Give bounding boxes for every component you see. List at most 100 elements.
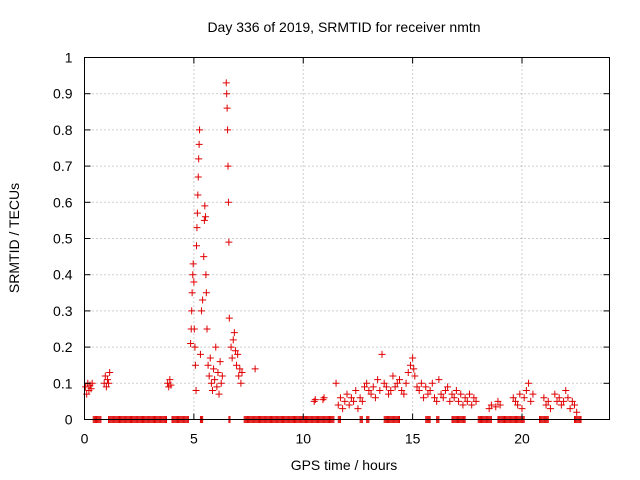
data-point (431, 394, 438, 402)
data-point (352, 387, 360, 395)
data-point (389, 372, 397, 380)
data-point (224, 198, 232, 206)
data-point (568, 397, 576, 405)
data-point (205, 372, 213, 380)
data-point (365, 387, 373, 395)
data-point (571, 401, 578, 409)
data-point (216, 358, 224, 366)
data-point (236, 365, 244, 373)
data-point (492, 403, 500, 411)
plot-frame (84, 57, 610, 420)
data-point (311, 396, 319, 404)
data-point (404, 368, 412, 376)
data-point (455, 397, 463, 405)
data-point (332, 379, 340, 387)
data-point (164, 379, 172, 387)
data-point (231, 347, 239, 355)
axis-ticks (84, 57, 610, 420)
data-point (227, 343, 235, 351)
data-point (105, 379, 113, 387)
data-point (371, 394, 379, 402)
data-point (509, 394, 517, 402)
data-point (347, 394, 355, 402)
data-point (380, 379, 388, 387)
x-tick-labels: 0 5 10 15 20 (81, 431, 530, 447)
data-point (566, 405, 574, 413)
data-point (522, 387, 530, 395)
data-point (224, 126, 232, 134)
data-point (420, 394, 428, 402)
x-tick-label: 0 (81, 431, 89, 447)
data-point (518, 405, 526, 413)
data-point (400, 390, 408, 398)
data-point (228, 354, 236, 362)
data-point (527, 397, 535, 405)
data-point (103, 376, 111, 384)
data-point (385, 390, 393, 398)
data-point (468, 401, 476, 409)
data-point (215, 390, 223, 398)
data-point (544, 397, 552, 405)
data-point (487, 401, 495, 409)
y-tick-label: 0.8 (53, 122, 73, 138)
data-point (354, 405, 362, 413)
data-point (223, 104, 231, 112)
chart-title: Day 336 of 2019, SRMTID for receiver nmt… (207, 19, 480, 35)
data-point (410, 365, 418, 373)
data-point (212, 343, 220, 351)
data-point (214, 368, 222, 376)
data-point (218, 372, 226, 380)
y-tick-label: 0.5 (53, 231, 73, 247)
data-point (356, 394, 364, 402)
data-point (417, 379, 425, 387)
data-point (341, 397, 349, 405)
data-point (101, 372, 109, 380)
data-point (461, 394, 469, 402)
data-point (560, 397, 568, 405)
data-point (345, 401, 353, 409)
data-point (339, 405, 347, 413)
data-point (196, 350, 204, 358)
data-point (433, 397, 441, 405)
data-point (391, 383, 399, 391)
data-point (485, 405, 493, 413)
data-point (187, 339, 195, 347)
data-point (546, 405, 554, 413)
data-point (202, 271, 210, 279)
y-tick-label: 0.6 (53, 194, 73, 210)
y-tick-labels: 0 0.1 0.2 0.3 0.4 0.5 0.6 0.7 0.8 0.9 1 (53, 50, 73, 428)
data-point (450, 394, 458, 402)
data-point (213, 383, 221, 391)
data-point (210, 365, 218, 373)
data-point (188, 289, 196, 297)
data-point (196, 126, 204, 134)
data-point (562, 387, 570, 395)
data-point (553, 397, 561, 405)
data-point (387, 387, 395, 395)
data-point (439, 394, 447, 402)
data-point (193, 224, 201, 232)
data-point (382, 383, 390, 391)
data-point (191, 361, 199, 369)
data-point (320, 394, 328, 402)
data-point (189, 271, 197, 279)
data-point (409, 354, 417, 362)
data-point (413, 383, 421, 391)
data-point (334, 401, 342, 409)
data-point (452, 387, 460, 395)
data-point (398, 387, 406, 395)
y-axis-title: SRMTID / TECUs (6, 183, 22, 293)
data-point (557, 401, 565, 409)
data-point (251, 365, 259, 373)
x-tick-label: 15 (405, 431, 421, 447)
data-point (411, 372, 419, 380)
data-point (542, 401, 550, 409)
data-point (207, 379, 215, 387)
data-point (224, 162, 232, 170)
data-point (203, 325, 211, 333)
data-point (190, 278, 198, 286)
data-point (435, 376, 443, 384)
x-tick-label: 10 (295, 431, 311, 447)
data-point (363, 379, 371, 387)
